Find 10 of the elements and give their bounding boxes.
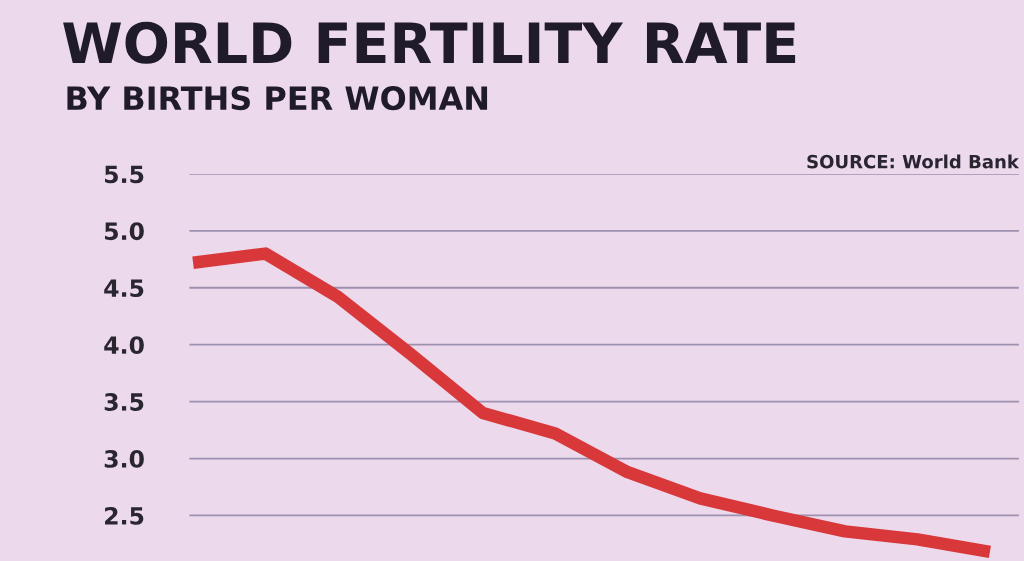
chart-title: WORLD FERTILITY RATE — [63, 21, 796, 64]
y-tick-label: 5.5 — [104, 165, 144, 184]
source-note: SOURCE: World Bank — [807, 154, 1020, 169]
chart-subtitle: BY BIRTHS PER WOMAN — [67, 86, 488, 111]
y-tick-label: 4.0 — [104, 336, 144, 354]
y-tick-label: 5.0 — [104, 222, 144, 241]
y-tick-label: 2.5 — [105, 506, 144, 525]
y-tick-label: 4.5 — [104, 279, 144, 298]
y-tick-label: 3.5 — [104, 393, 144, 411]
y-tick-label: 3.0 — [104, 449, 144, 468]
